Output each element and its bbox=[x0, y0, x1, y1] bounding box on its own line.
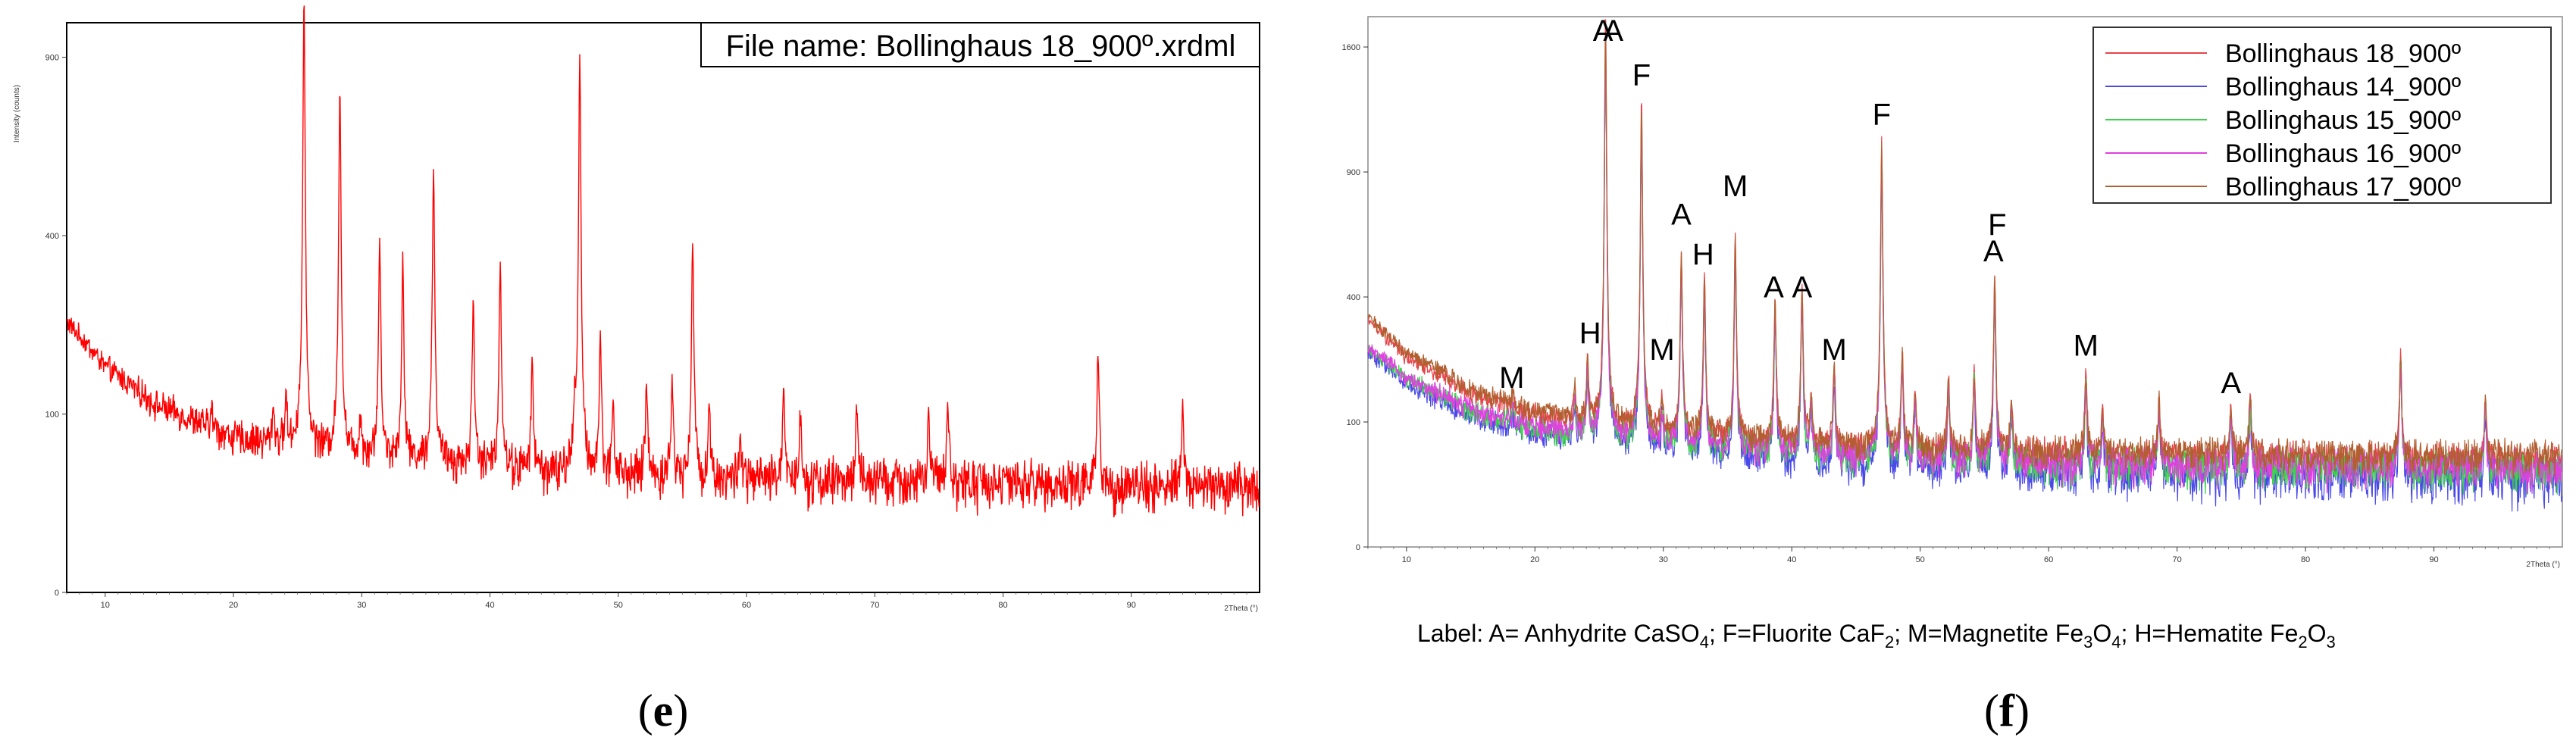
label-subscript: 2 bbox=[1885, 633, 1894, 652]
filename-box bbox=[700, 22, 1260, 67]
e-xtick-label: 10 bbox=[101, 601, 110, 610]
label-subscript: 2 bbox=[2298, 633, 2307, 652]
series-line-e-bollinghaus-18 bbox=[66, 5, 1260, 517]
e-ytick-label: 0 bbox=[55, 589, 59, 598]
peak-label-A: A bbox=[1792, 270, 1812, 304]
peak-label-A: A bbox=[2221, 367, 2241, 400]
f-xtick-label: 70 bbox=[2172, 555, 2181, 564]
e-xtick-label: 40 bbox=[485, 601, 494, 610]
series-lines-f bbox=[1367, 19, 2562, 512]
peak-label-M: M bbox=[1821, 333, 1846, 367]
peak-label-M: M bbox=[1723, 170, 1748, 203]
label-text: ; M=Magnetite Fe bbox=[1894, 620, 2083, 647]
f-ytick-label: 1600 bbox=[1342, 43, 1360, 52]
f-xtick-label: 60 bbox=[2044, 555, 2053, 564]
legend-f: Bollinghaus 18_900º Bollinghaus 14_900º Bo… bbox=[2092, 27, 2552, 204]
e-xtick-label: 80 bbox=[998, 601, 1007, 610]
f-xtick-label: 90 bbox=[2429, 555, 2438, 564]
caption-f: (f) bbox=[1984, 686, 2030, 736]
label-text: O bbox=[2308, 620, 2327, 647]
y-axis-label-e: Intensity (counts) bbox=[13, 85, 21, 142]
peak-label-H: H bbox=[1579, 317, 1601, 350]
peak-label-F: F bbox=[1988, 208, 2006, 242]
caption-f-close: ) bbox=[2014, 686, 2030, 736]
legend-entry: Bollinghaus 18_900º bbox=[2225, 39, 2461, 68]
plot-frame-e bbox=[66, 22, 1260, 593]
peak-label-M: M bbox=[1649, 333, 1674, 367]
e-ytick-label: 100 bbox=[45, 411, 59, 420]
label-text: Label: A= Anhydrite CaSO bbox=[1417, 620, 1700, 647]
f-xtick-label: 30 bbox=[1659, 555, 1668, 564]
label-text: ; H=Hematite Fe bbox=[2121, 620, 2299, 647]
label-subscript: 4 bbox=[2111, 633, 2121, 652]
label-subscript: 3 bbox=[2083, 633, 2092, 652]
caption-e-open: ( bbox=[638, 686, 653, 736]
f-xtick-label: 80 bbox=[2301, 555, 2310, 564]
e-xtick-label: 60 bbox=[742, 601, 751, 610]
peak-label-A: A bbox=[1593, 14, 1614, 48]
label-subscript: 4 bbox=[1700, 633, 1709, 652]
series-line-f-bollinghaus-17 bbox=[1367, 32, 2562, 479]
e-xtick-label: 90 bbox=[1127, 601, 1136, 610]
mineral-label-legend: Label: A= Anhydrite CaSO4; F=Fluorite Ca… bbox=[1417, 620, 2336, 652]
peak-label-H: H bbox=[1692, 238, 1714, 271]
peak-label-M: M bbox=[1499, 361, 1524, 395]
peak-label-A: A bbox=[1671, 198, 1692, 232]
x-axis-label-e: 2Theta (°) bbox=[1224, 605, 1258, 613]
e-ytick-label: 900 bbox=[45, 54, 59, 63]
label-text: ; F=Fluorite CaF bbox=[1709, 620, 1885, 647]
f-xtick-label: 40 bbox=[1787, 555, 1796, 564]
label-subscript: 3 bbox=[2327, 633, 2336, 652]
peak-label-F: F bbox=[1632, 58, 1651, 92]
f-ytick-label: 400 bbox=[1347, 293, 1360, 302]
f-ytick-label: 100 bbox=[1347, 418, 1360, 427]
label-text: O bbox=[2092, 620, 2111, 647]
caption-f-open: ( bbox=[1984, 686, 1999, 736]
f-xtick-label: 10 bbox=[1402, 555, 1411, 564]
x-axis-label-f: 2Theta (°) bbox=[2526, 561, 2560, 569]
legend-entry: Bollinghaus 14_900º bbox=[2225, 73, 2461, 102]
f-ytick-label: 0 bbox=[1356, 543, 1360, 552]
peak-label-A: A bbox=[1983, 235, 2004, 268]
peak-label-A: A bbox=[1603, 14, 1623, 48]
caption-f-letter: f bbox=[1999, 686, 2015, 736]
e-ytick-label: 400 bbox=[45, 232, 59, 241]
legend-box bbox=[2092, 27, 2552, 204]
peak-label-F: F bbox=[1873, 98, 1891, 131]
e-xtick-label: 70 bbox=[870, 601, 879, 610]
peak-label-A: A bbox=[1764, 270, 1784, 304]
legend-entry: Bollinghaus 15_900º bbox=[2225, 106, 2461, 135]
chart-title-e: File name: Bollinghaus 18_900º.xrdml bbox=[726, 30, 1236, 63]
caption-e-close: ) bbox=[673, 686, 688, 736]
e-xtick-label: 50 bbox=[614, 601, 623, 610]
f-xtick-label: 20 bbox=[1530, 555, 1539, 564]
peak-label-M: M bbox=[2074, 329, 2099, 362]
legend-entry: Bollinghaus 16_900º bbox=[2225, 139, 2461, 168]
legend-entry: Bollinghaus 17_900º bbox=[2225, 173, 2461, 202]
f-xtick-label: 50 bbox=[1916, 555, 1925, 564]
e-xtick-label: 20 bbox=[229, 601, 238, 610]
e-xtick-label: 30 bbox=[357, 601, 366, 610]
series-line-f-bollinghaus-16 bbox=[1367, 52, 2562, 494]
caption-e-letter: e bbox=[653, 686, 674, 736]
caption-e: (e) bbox=[638, 686, 689, 736]
f-ytick-label: 900 bbox=[1347, 168, 1360, 177]
